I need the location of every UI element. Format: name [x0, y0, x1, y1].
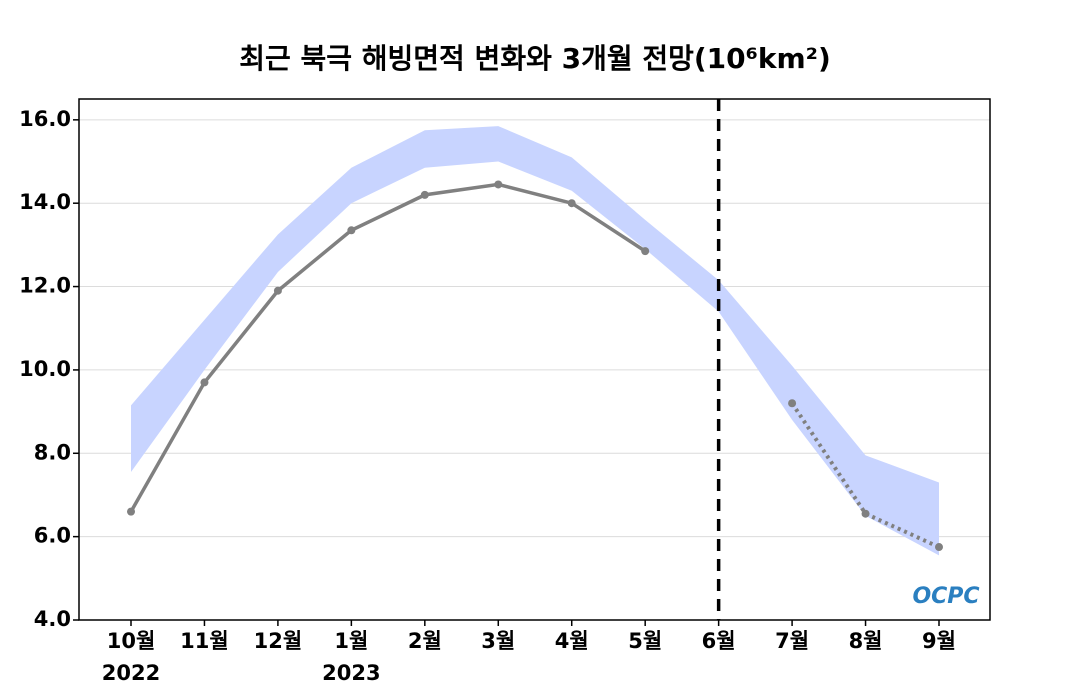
range-band: [131, 126, 939, 556]
x-tick-label: 10월: [107, 629, 156, 653]
data-point: [420, 190, 429, 199]
series-line: [129, 182, 647, 513]
data-point: [273, 286, 282, 295]
plot-frame: [78, 98, 991, 621]
data-point: [200, 378, 209, 387]
y-tick-label: 8.0: [34, 440, 71, 464]
data-point: [935, 543, 943, 552]
data-point: [788, 399, 797, 408]
y-tick-label: 12.0: [19, 274, 71, 298]
data-point: [641, 247, 650, 256]
x-tick-label: 8월: [849, 629, 883, 653]
x-year-label: 2023: [322, 661, 380, 685]
x-tick-label: 1월: [334, 629, 368, 653]
data-point: [347, 226, 356, 235]
x-tick-label: 12월: [254, 629, 303, 653]
x-tick-label: 4월: [555, 629, 589, 653]
chart-title: 최근 북극 해빙면적 변화와 3개월 전망(10⁶km²): [239, 42, 831, 75]
x-tick-label: 3월: [481, 629, 515, 653]
data-point: [127, 507, 135, 516]
data-point: [567, 199, 576, 208]
x-tick-label: 7월: [775, 629, 809, 653]
y-tick-label: 10.0: [19, 357, 71, 381]
logo: OCPC: [912, 584, 979, 609]
x-tick-label: 2월: [408, 629, 442, 653]
x-tick-label: 6월: [702, 629, 736, 653]
data-point: [494, 180, 503, 189]
data-point: [861, 509, 870, 518]
x-tick-label: 5월: [628, 629, 662, 653]
y-tick-label: 16.0: [19, 107, 71, 131]
y-tick-label: 6.0: [34, 524, 71, 548]
y-tick-label: 14.0: [19, 190, 71, 214]
x-tick-label: 11월: [180, 629, 229, 653]
x-tick-label: 9월: [922, 629, 956, 653]
x-year-label: 2022: [102, 661, 160, 685]
y-tick-label: 4.0: [34, 607, 71, 631]
series-line: [790, 402, 940, 549]
